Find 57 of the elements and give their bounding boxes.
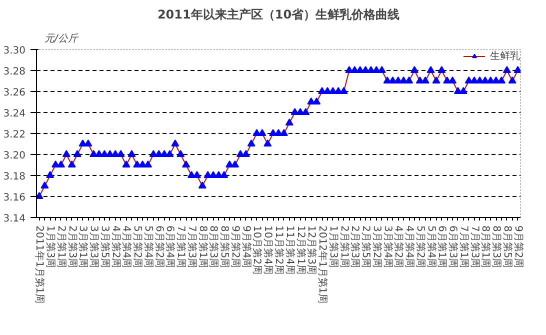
x-tick-label: 8月第5周 bbox=[218, 226, 231, 268]
x-tick-label: 3月第1周 bbox=[77, 226, 90, 268]
legend-label: 生鲜乳 bbox=[490, 50, 520, 63]
x-tick-label: 1月第3周 bbox=[44, 226, 57, 268]
x-tick-label: 10月第4周 bbox=[262, 226, 274, 275]
chart-title: 2011年以来主产区（10省）生鲜乳价格曲线 bbox=[157, 8, 400, 22]
x-tick-label: 8月第3周 bbox=[490, 226, 503, 268]
y-tick-label: 3.16 bbox=[3, 192, 26, 204]
x-tick-label: 7月第1周 bbox=[458, 226, 470, 268]
x-tick-label: 6月第1周 bbox=[436, 226, 448, 268]
x-tick-label: 9月第4周 bbox=[240, 226, 252, 268]
x-tick-label: 3月第4周 bbox=[382, 226, 394, 268]
x-tick-label: 11月第2周 bbox=[273, 226, 285, 275]
y-tick-label: 3.18 bbox=[3, 172, 26, 182]
x-tick-label: 6月第3周 bbox=[447, 226, 460, 268]
x-tick-label: 9月第2周 bbox=[229, 226, 242, 268]
y-tick-label: 3.24 bbox=[3, 108, 26, 120]
y-tick-label: 3.28 bbox=[3, 66, 26, 78]
y-tick-label: 3.14 bbox=[3, 214, 26, 224]
y-tick-label: 3.26 bbox=[3, 88, 26, 98]
x-tick-label: 6月第2周 bbox=[153, 226, 166, 268]
x-tick-label: 1月第3周 bbox=[327, 226, 340, 268]
y-tick-label: 3.22 bbox=[3, 130, 26, 140]
y-axis-title: 元/公斤 bbox=[44, 32, 79, 44]
x-tick-label: 2012年1月第1周 bbox=[316, 226, 329, 304]
x-tick-label: 8月第1周 bbox=[196, 226, 209, 268]
x-tick-label: 3月第2周 bbox=[370, 226, 383, 268]
x-tick-label: 4月第2周 bbox=[392, 226, 405, 268]
x-tick-label: 2月第3周 bbox=[349, 226, 362, 268]
x-tick-label: 9月第2周 bbox=[512, 226, 524, 268]
x-tick-label: 3月第5周 bbox=[98, 226, 111, 268]
x-tick-label: 5月第2周 bbox=[132, 226, 144, 268]
x-tick-label: 5月第2周 bbox=[414, 226, 426, 268]
x-tick-label: 5月第4周 bbox=[142, 226, 154, 268]
x-tick-label: 8月第1周 bbox=[480, 226, 492, 268]
x-tick-label: 8月第3周 bbox=[208, 226, 220, 268]
x-tick-label: 12月第3周 bbox=[306, 226, 318, 275]
x-tick-label: 7月第3周 bbox=[468, 226, 481, 268]
x-tick-label: 2011年1月第1周 bbox=[34, 226, 46, 304]
x-tick-label: 4月第4周 bbox=[404, 226, 416, 268]
y-tick-label: 3.20 bbox=[3, 150, 26, 162]
x-tick-label: 7月第3周 bbox=[186, 226, 198, 268]
x-tick-label: 4月第2周 bbox=[110, 226, 122, 268]
x-tick-label: 12月第1周 bbox=[294, 226, 307, 275]
x-tick-label: 11月第4周 bbox=[284, 226, 296, 275]
x-tick-label: 2月第1周 bbox=[338, 226, 350, 268]
x-tick-label: 4月第4周 bbox=[120, 226, 133, 268]
x-tick-label: 2月第1周 bbox=[55, 226, 68, 268]
x-tick-label: 2月第3周 bbox=[66, 226, 78, 268]
x-tick-label: 10月第2周 bbox=[251, 226, 264, 275]
x-tick-label: 5月第4周 bbox=[425, 226, 438, 268]
y-tick-label: 3.30 bbox=[3, 46, 26, 56]
x-tick-label: 8月第5周 bbox=[501, 226, 514, 268]
x-tick-label: 6月第4周 bbox=[164, 226, 176, 268]
x-tick-label: 3月第3周 bbox=[88, 226, 100, 268]
x-tick-label: 7月第1周 bbox=[175, 226, 188, 268]
x-tick-label: 2月第5周 bbox=[360, 226, 372, 268]
